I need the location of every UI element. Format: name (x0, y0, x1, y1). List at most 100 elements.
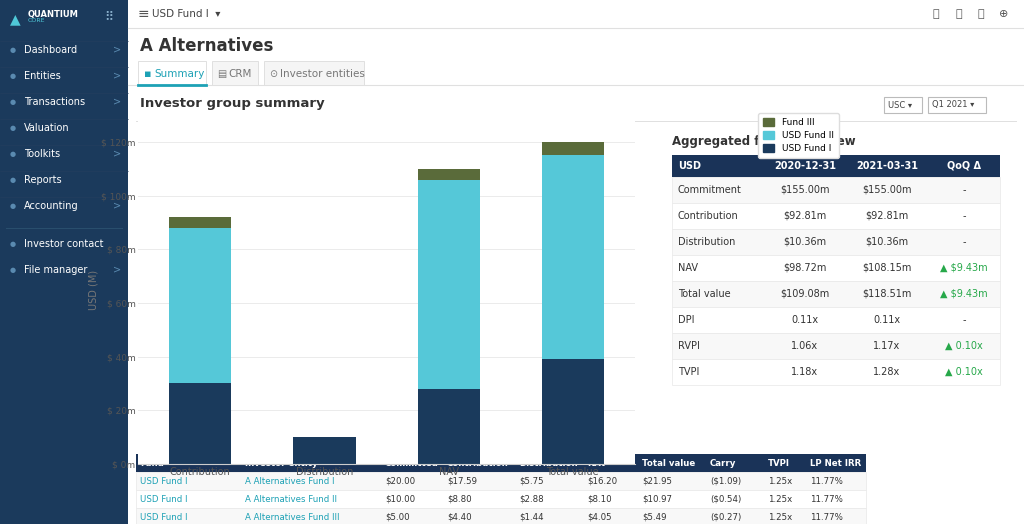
Text: QUANTIUM: QUANTIUM (28, 10, 79, 19)
Text: >: > (113, 201, 121, 211)
Text: 1.18x: 1.18x (792, 367, 818, 377)
Bar (418, 169, 479, 180)
Text: 0.11x: 0.11x (792, 315, 818, 325)
FancyBboxPatch shape (128, 0, 1024, 28)
Text: Contribution: Contribution (447, 458, 509, 467)
Text: CORE: CORE (28, 18, 45, 23)
Text: USD: USD (678, 161, 701, 171)
Text: 11.77%: 11.77% (810, 495, 843, 504)
Text: ⊙: ⊙ (269, 69, 278, 79)
Text: ●: ● (10, 267, 16, 273)
Text: ●: ● (10, 241, 16, 247)
Text: ▲ $9.43m: ▲ $9.43m (940, 289, 988, 299)
FancyBboxPatch shape (928, 97, 986, 113)
FancyBboxPatch shape (672, 155, 1000, 177)
Text: 2020-12-31: 2020-12-31 (774, 161, 836, 171)
Text: Toolkits: Toolkits (24, 149, 60, 159)
FancyBboxPatch shape (0, 197, 128, 222)
Text: NAV: NAV (587, 458, 607, 467)
Text: TVPI: TVPI (768, 458, 790, 467)
Text: 1.25x: 1.25x (768, 476, 793, 486)
Text: $10.36m: $10.36m (865, 237, 908, 247)
Text: NAV: NAV (678, 263, 698, 273)
Text: $17.59: $17.59 (447, 476, 477, 486)
Bar (542, 142, 604, 156)
Bar (418, 180, 479, 389)
Text: 11.77%: 11.77% (810, 512, 843, 521)
Text: ●: ● (10, 99, 16, 105)
Text: 1.25x: 1.25x (768, 495, 793, 504)
Text: ●: ● (10, 177, 16, 183)
Text: Commitment: Commitment (678, 185, 741, 195)
Text: Investor entity: Investor entity (245, 458, 317, 467)
Text: Entities: Entities (24, 71, 60, 81)
Text: -: - (963, 237, 966, 247)
Bar (542, 156, 604, 359)
Text: Fund: Fund (140, 458, 164, 467)
Text: Fund summary in USD Million unless otherwise stated: Fund summary in USD Million unless other… (140, 440, 384, 449)
Text: ⊕: ⊕ (999, 9, 1009, 19)
Text: >: > (113, 265, 121, 275)
Text: ▤: ▤ (217, 69, 226, 79)
Text: $16.20: $16.20 (587, 476, 617, 486)
Text: $21.95: $21.95 (642, 476, 672, 486)
Text: $8.80: $8.80 (447, 495, 472, 504)
Text: ▲ 0.10x: ▲ 0.10x (945, 367, 983, 377)
Text: ●: ● (10, 125, 16, 131)
Text: $108.15m: $108.15m (862, 263, 911, 273)
Bar (169, 384, 231, 464)
Text: USC ▾: USC ▾ (888, 101, 912, 110)
Text: ●: ● (10, 151, 16, 157)
Text: A Alternatives Fund I: A Alternatives Fund I (245, 476, 335, 486)
FancyBboxPatch shape (0, 171, 128, 196)
Text: 📅: 📅 (955, 9, 963, 19)
FancyBboxPatch shape (0, 41, 128, 66)
Text: 11.77%: 11.77% (810, 476, 843, 486)
Text: $5.75: $5.75 (519, 476, 544, 486)
Text: Accounting: Accounting (24, 201, 79, 211)
Bar (169, 217, 231, 228)
Text: $10.00: $10.00 (385, 495, 415, 504)
Text: Investor group summary: Investor group summary (140, 96, 325, 110)
Text: Total value: Total value (678, 289, 731, 299)
Text: Summary: Summary (154, 69, 205, 79)
Text: $98.72m: $98.72m (783, 263, 826, 273)
FancyBboxPatch shape (136, 490, 866, 508)
FancyBboxPatch shape (0, 119, 128, 144)
Text: Performance by fund [Q1 2021]: Performance by fund [Q1 2021] (140, 423, 362, 436)
Text: Value creation: Value creation (142, 130, 238, 144)
Text: $155.00m: $155.00m (862, 185, 911, 195)
Text: $92.81m: $92.81m (783, 211, 826, 221)
Text: Transactions: Transactions (24, 97, 85, 107)
Text: TVPI: TVPI (678, 367, 699, 377)
Text: Investor contact: Investor contact (24, 239, 103, 249)
FancyBboxPatch shape (672, 203, 1000, 229)
Text: LP Net IRR: LP Net IRR (810, 458, 861, 467)
FancyBboxPatch shape (672, 307, 1000, 333)
Text: 1.17x: 1.17x (873, 341, 901, 351)
Y-axis label: USD (M): USD (M) (88, 269, 98, 310)
Text: Total value: Total value (642, 458, 695, 467)
Text: ▲: ▲ (10, 12, 20, 26)
Text: USD Fund I  ▾: USD Fund I ▾ (152, 9, 220, 19)
Text: A Alternatives: A Alternatives (140, 37, 273, 55)
Text: ●: ● (10, 73, 16, 79)
Text: $4.05: $4.05 (587, 512, 611, 521)
Text: -: - (963, 315, 966, 325)
Text: ≡: ≡ (138, 7, 150, 21)
Text: 1.28x: 1.28x (873, 367, 901, 377)
FancyBboxPatch shape (672, 281, 1000, 307)
FancyBboxPatch shape (0, 145, 128, 170)
Text: $118.51m: $118.51m (862, 289, 911, 299)
FancyBboxPatch shape (264, 61, 364, 85)
Text: ($0.54): ($0.54) (710, 495, 741, 504)
FancyBboxPatch shape (884, 97, 922, 113)
Text: ▪: ▪ (144, 69, 152, 79)
Text: ▲ $9.43m: ▲ $9.43m (940, 263, 988, 273)
Text: A Alternatives Fund II: A Alternatives Fund II (245, 495, 337, 504)
Text: >: > (113, 71, 121, 81)
Bar (169, 228, 231, 384)
FancyBboxPatch shape (136, 454, 866, 472)
Text: $10.97: $10.97 (642, 495, 672, 504)
Text: 0.11x: 0.11x (873, 315, 900, 325)
